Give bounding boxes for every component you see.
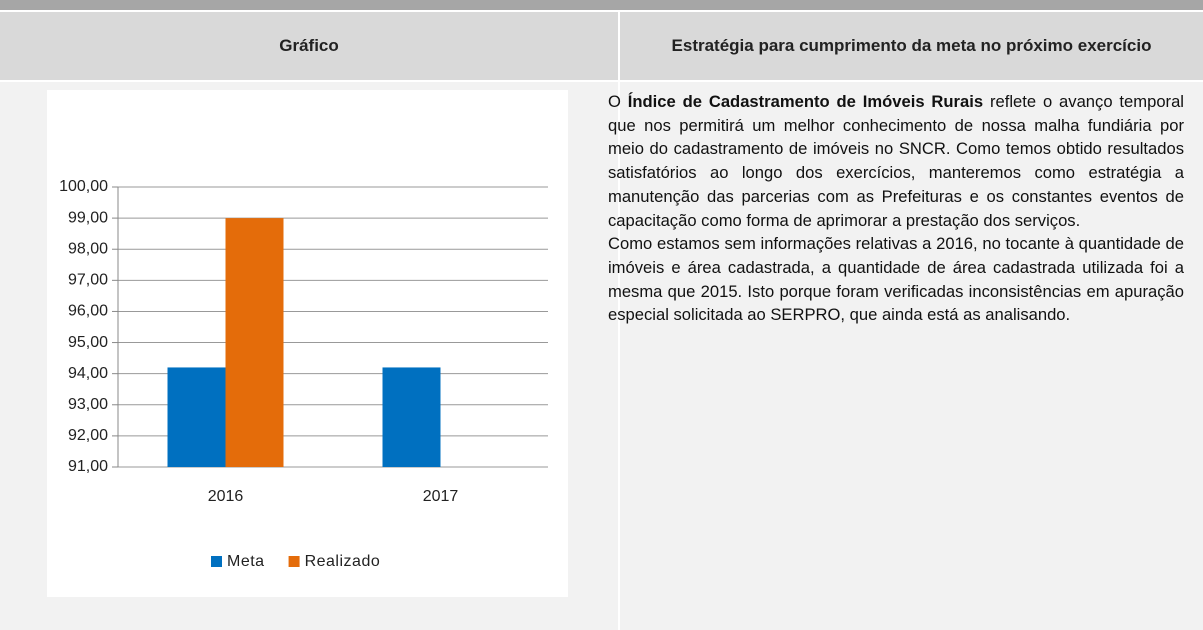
strategy-text: O Índice de Cadastramento de Imóveis Rur…: [608, 90, 1184, 327]
bar: [225, 218, 284, 467]
paragraph: Como estamos sem informações relativas a…: [608, 232, 1184, 327]
y-tick-label: 91,00: [68, 458, 108, 475]
y-tick-label: 99,00: [68, 209, 108, 226]
y-tick-label: 96,00: [68, 303, 108, 320]
y-tick-label: 95,00: [68, 334, 108, 351]
bar: [167, 367, 226, 467]
y-tick-label: 93,00: [68, 396, 108, 413]
text-run: Índice de Cadastramento de Imóveis Rurai…: [627, 92, 984, 111]
x-tick-label: 2016: [208, 488, 244, 505]
y-tick-label: 98,00: [68, 240, 108, 257]
bar: [382, 367, 441, 467]
x-tick-label: 2017: [423, 488, 459, 505]
y-tick-label: 97,00: [68, 272, 108, 289]
y-tick-label: 92,00: [68, 427, 108, 444]
legend-swatch: [288, 556, 300, 567]
top-bar: [0, 0, 1203, 10]
legend-label: Realizado: [305, 553, 381, 570]
paragraph: O Índice de Cadastramento de Imóveis Rur…: [608, 90, 1184, 232]
legend-swatch: [211, 556, 222, 567]
y-tick-label: 94,00: [68, 365, 108, 382]
chart: 91,00 92,00 93,00 94,00 95,00 96,00 97,00 98,00…: [47, 90, 568, 597]
body-right: [620, 82, 1203, 630]
text-run: O: [608, 92, 628, 111]
y-tick-label: 100,00: [59, 178, 108, 195]
text-run: reflete o avanço temporal que nos permit…: [608, 92, 1184, 230]
legend-label: Meta: [227, 553, 265, 570]
header-left: Gráfico: [0, 12, 618, 80]
text-run: Como estamos sem informações relativas a…: [608, 234, 1184, 325]
header-right: Estratégia para cumprimento da meta no p…: [620, 12, 1203, 80]
